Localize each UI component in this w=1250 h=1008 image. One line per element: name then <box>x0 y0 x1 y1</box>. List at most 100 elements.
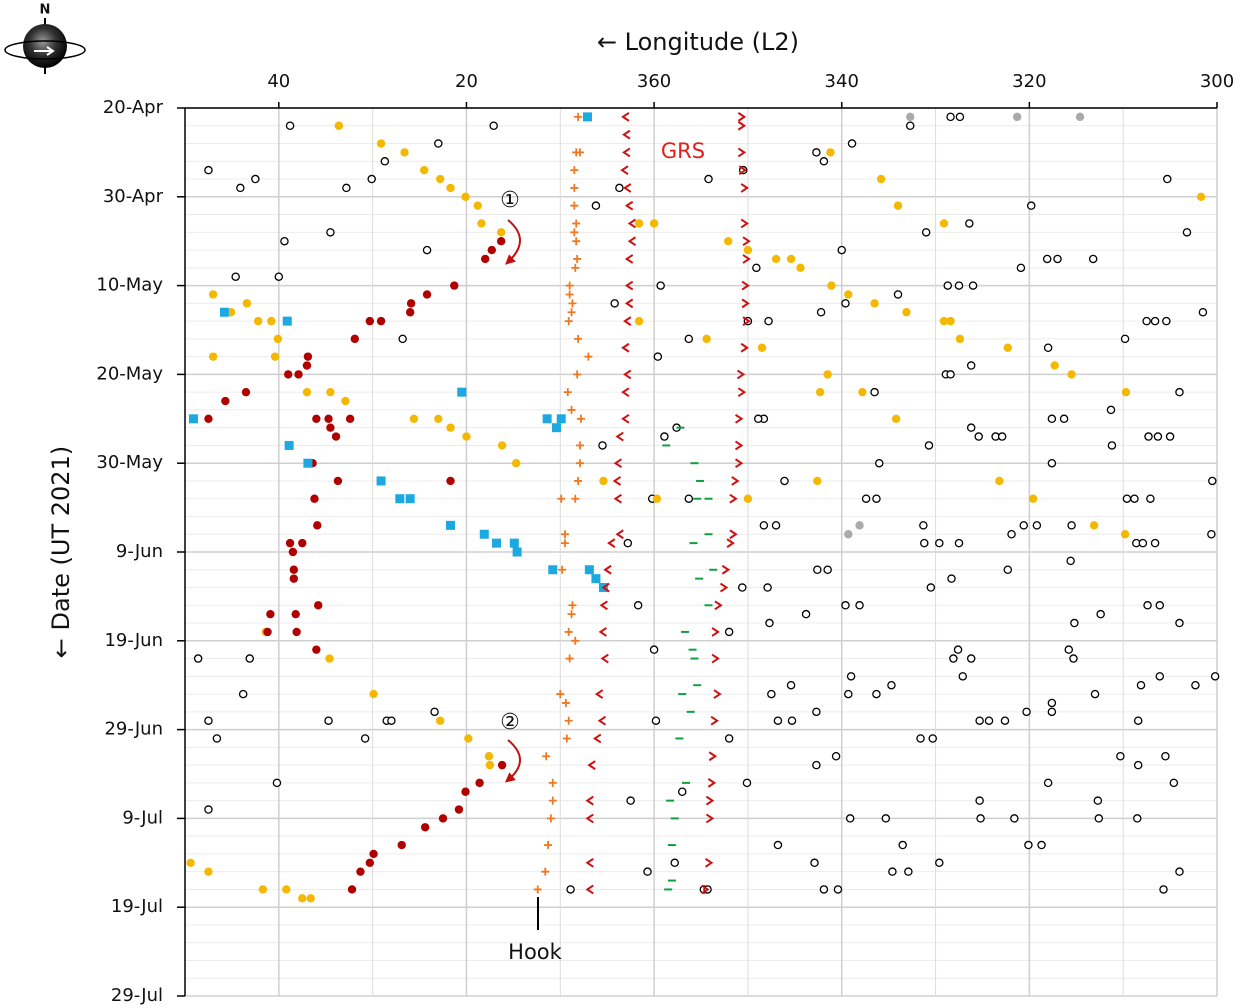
point <box>927 584 934 591</box>
point <box>1060 415 1067 422</box>
annotation: ① <box>500 188 520 213</box>
point <box>845 690 852 697</box>
point <box>832 753 839 760</box>
point <box>976 717 983 724</box>
point <box>1045 344 1052 351</box>
point <box>275 273 282 280</box>
point <box>741 344 747 352</box>
y-tick-label: 19-Jun <box>104 630 163 651</box>
point <box>1135 762 1142 769</box>
point <box>765 318 772 325</box>
point <box>221 397 229 405</box>
point <box>1176 868 1183 875</box>
point <box>882 815 889 822</box>
point <box>398 841 406 849</box>
point <box>369 690 377 698</box>
point <box>948 575 955 582</box>
point <box>303 459 312 468</box>
y-tick-label: 9-Jul <box>122 807 163 828</box>
point <box>921 540 928 547</box>
point <box>906 113 914 121</box>
point <box>969 282 976 289</box>
point <box>623 344 629 352</box>
point <box>492 539 501 548</box>
point <box>561 539 569 547</box>
point <box>873 495 880 502</box>
point <box>259 885 267 893</box>
point <box>744 246 752 254</box>
point <box>685 335 692 342</box>
point <box>726 735 733 742</box>
point <box>907 122 914 129</box>
point <box>577 415 585 423</box>
point <box>627 797 634 804</box>
point <box>485 752 493 760</box>
x-tick-label: 360 <box>637 71 671 92</box>
point <box>820 886 827 893</box>
point <box>446 423 454 431</box>
point <box>368 175 375 182</box>
point <box>870 299 878 307</box>
point <box>813 762 820 769</box>
point <box>568 299 576 307</box>
point <box>1038 841 1045 848</box>
point <box>1090 521 1098 529</box>
point <box>702 335 710 343</box>
point <box>266 610 274 618</box>
point <box>816 388 824 396</box>
point <box>1156 673 1163 680</box>
point <box>1176 619 1183 626</box>
point <box>475 779 483 787</box>
point <box>802 611 809 618</box>
point <box>811 859 818 866</box>
point <box>204 415 212 423</box>
point <box>325 654 333 662</box>
point <box>510 539 519 548</box>
point <box>624 540 631 547</box>
point <box>513 548 522 557</box>
point <box>267 317 275 325</box>
point <box>787 255 795 263</box>
point <box>273 779 280 786</box>
point <box>755 415 762 422</box>
point <box>565 628 573 636</box>
compass-icon: N <box>5 3 85 75</box>
point <box>348 885 356 893</box>
y-tick-label: 30-May <box>96 452 163 473</box>
point <box>205 717 212 724</box>
point <box>186 859 194 867</box>
point <box>1160 886 1167 893</box>
point <box>741 184 747 192</box>
point <box>946 317 954 325</box>
point <box>595 734 601 742</box>
point <box>421 823 429 831</box>
point <box>936 540 943 547</box>
point <box>925 442 932 449</box>
point <box>653 495 661 503</box>
point <box>285 441 294 450</box>
point <box>571 495 579 503</box>
point <box>940 219 948 227</box>
point <box>1183 229 1190 236</box>
point <box>892 415 900 423</box>
point <box>1139 540 1146 547</box>
point <box>827 281 835 289</box>
point <box>341 397 349 405</box>
point <box>568 308 576 316</box>
point <box>661 433 668 440</box>
point <box>436 175 444 183</box>
point <box>772 255 780 263</box>
point <box>450 281 458 289</box>
point <box>1068 522 1075 529</box>
point <box>1156 602 1163 609</box>
point <box>635 317 643 325</box>
point <box>1121 530 1129 538</box>
point <box>889 868 896 875</box>
point <box>623 415 629 423</box>
point <box>587 859 593 867</box>
point <box>823 370 831 378</box>
point <box>1137 682 1144 689</box>
point <box>209 352 217 360</box>
point <box>871 389 878 396</box>
point <box>1065 646 1072 653</box>
